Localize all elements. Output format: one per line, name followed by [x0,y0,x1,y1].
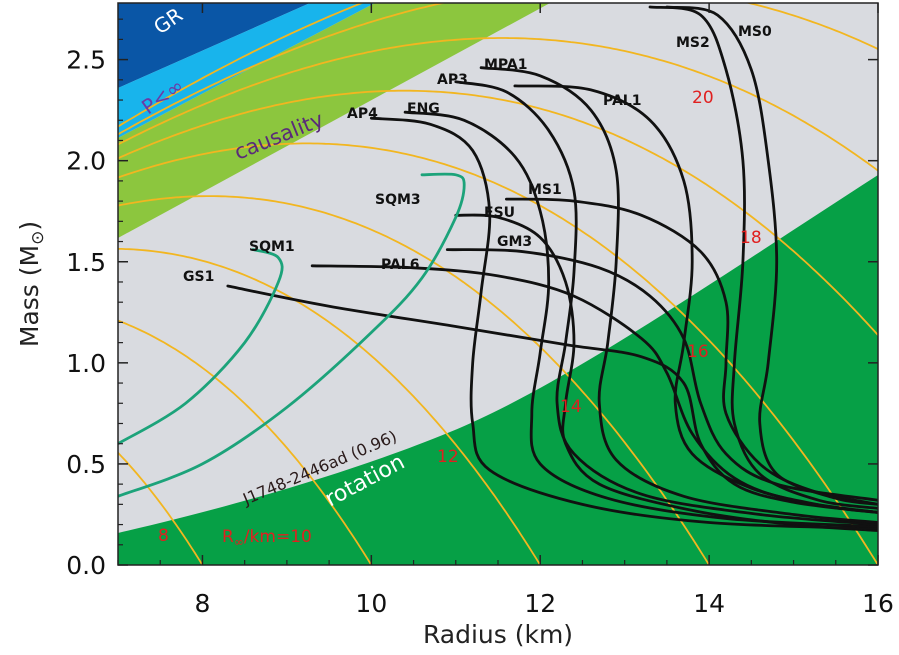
eos-label-mpa1: MPA1 [484,57,527,73]
x-axis-title: Radius (km) [423,620,573,649]
eos-curve-gs1 [226,284,878,514]
eos-curve-ms0 [665,5,878,506]
eos-label-gm3: GM3 [497,234,532,250]
r-infinity-contour-10 [118,319,373,565]
r-infinity-label-8: 8 [158,526,169,546]
y-axis-title-main: Mass (M [15,245,44,347]
eos-label-pal6: PAL6 [381,257,419,273]
eos-label-ms2: MS2 [676,35,710,51]
eos-curves [118,5,878,532]
r-infinity-label-16: 16 [687,342,709,362]
eos-curve-mpa1 [479,66,878,524]
eos-label-sqm3: SQM3 [375,192,421,208]
y-axis-title-close: ) [15,221,44,231]
r-infinity-contour-22 [118,3,878,136]
eos-label-ap3: AP3 [437,72,468,88]
eos-curve-ap4 [369,116,878,530]
r-infinity-contour-18 [118,89,878,337]
rotation-region [118,175,878,565]
causality-region [118,3,550,238]
y-tick-label: 1.0 [66,349,106,378]
eos-curve-sqm3 [118,172,466,498]
y-tick-label: 0.5 [66,450,106,479]
eos-curve-ap3 [454,80,878,526]
r-infinity-label-18: 18 [740,228,762,248]
y-tick-label: 2.0 [66,147,106,176]
r-infinity-contour-20 [118,37,878,172]
eos-curve-pal1 [513,84,878,514]
r-infinity-contour-24 [118,3,365,128]
r-infinity-label-14: 14 [560,397,582,417]
x-tick-label: 12 [524,589,556,618]
y-tick-label: 2.5 [66,46,106,75]
eos-label-pal1: PAL1 [603,93,641,109]
y-tick-label: 0.0 [66,551,106,580]
eos-curve-sqm1 [118,248,284,446]
eos-curve-ms2 [648,5,878,510]
y-axis-title-symbol: ⊙ [28,231,48,245]
x-tick-label: 14 [693,589,725,618]
eos-label-ms1: MS1 [528,182,562,198]
r-infinity-contour-14 [118,195,711,565]
x-tick-label: 10 [355,589,387,618]
eos-curve-eng [403,110,878,528]
r-infinity-label-12: 12 [437,447,459,467]
axis-ticks: 8 10 12 14 16 0.0 0.5 1.0 1.5 2.0 2.5 [66,3,894,618]
eos-label-ap4: AP4 [347,106,378,122]
eos-label-gs1: GS1 [183,269,214,285]
r-infinity-contour-12 [118,247,542,565]
r-infinity-contour-16 [118,142,878,565]
r-infinity-legend-label: R∞/km=10 [222,527,312,549]
r-infinity-contours [118,3,878,565]
x-tick-label: 8 [194,589,210,618]
r-infinity-contour-8 [118,451,204,565]
r-infinity-label-20: 20 [692,88,714,108]
x-tick-label: 16 [862,589,894,618]
eos-label-eng: ENG [407,101,440,117]
eos-label-ms0: MS0 [738,24,772,40]
y-axis-title: Mass (M⊙) [15,221,48,347]
eos-label-sqm1: SQM1 [249,239,295,255]
r-infinity-axis-label: R∞/km=10 [222,527,312,549]
y-axis-title-group: Mass (M⊙) [15,221,48,347]
y-tick-label: 1.5 [66,248,106,277]
eos-label-fsu: FSU [484,205,515,221]
